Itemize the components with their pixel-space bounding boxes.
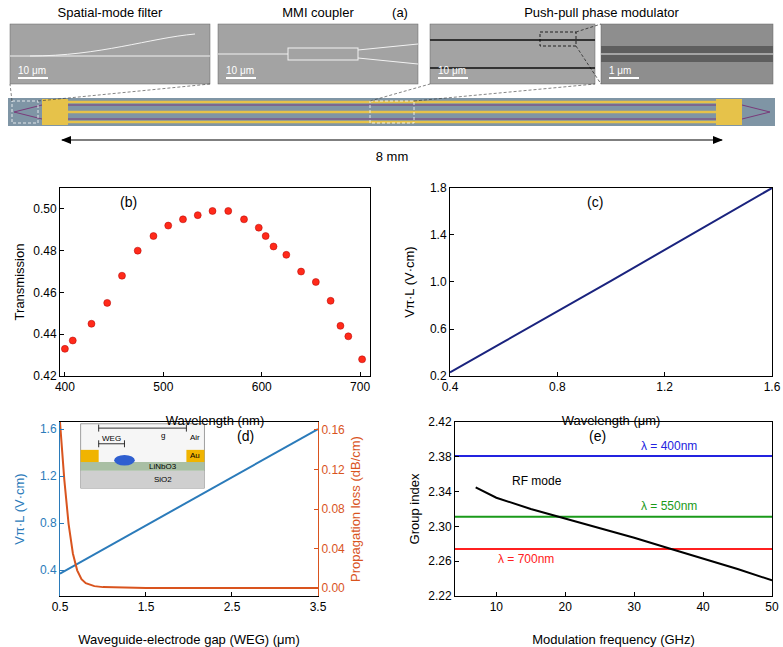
svg-text:0.04: 0.04 [321, 542, 345, 556]
svg-text:0.2: 0.2 [430, 369, 447, 383]
svg-text:g: g [161, 431, 165, 440]
svg-text:0.16: 0.16 [321, 423, 345, 437]
svg-text:λ = 400nm: λ = 400nm [641, 439, 697, 453]
svg-text:SiO2: SiO2 [154, 475, 172, 484]
svg-text:2.30: 2.30 [428, 520, 452, 534]
svg-text:10: 10 [490, 600, 504, 614]
svg-text:0.5: 0.5 [52, 600, 69, 614]
svg-text:20: 20 [559, 600, 573, 614]
svg-text:0.6: 0.6 [430, 322, 447, 336]
svg-text:1.0: 1.0 [430, 275, 447, 289]
svg-text:1.2: 1.2 [656, 380, 673, 394]
svg-text:1.6: 1.6 [764, 380, 781, 394]
svg-text:Vπ·L (V·cm): Vπ·L (V·cm) [12, 473, 27, 544]
svg-text:2.26: 2.26 [428, 554, 452, 568]
svg-text:1.2: 1.2 [40, 469, 57, 483]
svg-text:2.5: 2.5 [224, 600, 241, 614]
svg-text:2.42: 2.42 [428, 415, 452, 429]
svg-text:1.5: 1.5 [138, 600, 155, 614]
svg-text:0.48: 0.48 [33, 244, 57, 258]
svg-text:1.4: 1.4 [430, 228, 447, 242]
svg-text:10 μm: 10 μm [226, 65, 254, 76]
svg-text:2.22: 2.22 [428, 589, 452, 603]
svg-text:Propagation loss (dB/cm): Propagation loss (dB/cm) [348, 436, 363, 582]
svg-text:0.8: 0.8 [40, 516, 57, 530]
svg-text:Wavelength (nm): Wavelength (nm) [166, 413, 265, 428]
svg-text:0.4: 0.4 [442, 380, 459, 394]
svg-text:2.38: 2.38 [428, 450, 452, 464]
svg-text:0.50: 0.50 [33, 202, 57, 216]
svg-text:Push-pull phase modulator: Push-pull phase modulator [524, 5, 679, 20]
svg-text:0.12: 0.12 [321, 463, 345, 477]
svg-text:1 μm: 1 μm [609, 65, 631, 76]
svg-text:Au: Au [190, 451, 200, 460]
svg-text:Group index: Group index [407, 473, 422, 544]
svg-text:(e): (e) [589, 428, 606, 444]
svg-text:40: 40 [696, 600, 710, 614]
svg-text:1.6: 1.6 [40, 422, 57, 436]
svg-text:RF mode: RF mode [512, 474, 562, 488]
svg-text:0.42: 0.42 [33, 369, 57, 383]
svg-text:Wavelength (μm): Wavelength (μm) [562, 413, 661, 428]
svg-text:Spatial-mode filter: Spatial-mode filter [58, 5, 163, 20]
svg-text:10 μm: 10 μm [438, 65, 466, 76]
svg-text:(c): (c) [587, 194, 603, 210]
svg-text:700: 700 [350, 380, 370, 394]
svg-text:λ = 700nm: λ = 700nm [498, 552, 554, 566]
svg-text:600: 600 [252, 380, 272, 394]
svg-text:(a): (a) [392, 5, 408, 20]
svg-text:1.8: 1.8 [430, 181, 447, 195]
svg-text:0.44: 0.44 [33, 327, 57, 341]
svg-text:λ = 550nm: λ = 550nm [641, 499, 697, 513]
svg-text:30: 30 [628, 600, 642, 614]
svg-text:8 mm: 8 mm [376, 149, 409, 164]
svg-text:0.08: 0.08 [321, 502, 345, 516]
svg-text:LiNbO3: LiNbO3 [149, 462, 177, 471]
svg-text:0.8: 0.8 [549, 380, 566, 394]
svg-text:Air: Air [190, 433, 200, 442]
svg-text:0.00: 0.00 [321, 581, 345, 595]
svg-text:Vπ·L (V·cm): Vπ·L (V·cm) [402, 246, 417, 317]
svg-text:2.34: 2.34 [428, 485, 452, 499]
svg-text:WEG: WEG [102, 434, 121, 443]
svg-text:10 μm: 10 μm [18, 65, 46, 76]
svg-text:MMI coupler: MMI coupler [282, 5, 354, 20]
svg-text:0.46: 0.46 [33, 286, 57, 300]
svg-text:(b): (b) [120, 194, 137, 210]
svg-text:Transmission: Transmission [12, 244, 27, 321]
svg-text:500: 500 [153, 380, 173, 394]
svg-text:(d): (d) [237, 428, 254, 444]
svg-text:400: 400 [55, 380, 75, 394]
svg-text:Waveguide-electrode gap (WEG): Waveguide-electrode gap (WEG) (μm) [78, 632, 300, 647]
svg-text:50: 50 [765, 600, 779, 614]
svg-text:0.4: 0.4 [40, 563, 57, 577]
svg-text:3.5: 3.5 [310, 600, 327, 614]
svg-text:Modulation frequency (GHz): Modulation frequency (GHz) [532, 632, 695, 647]
